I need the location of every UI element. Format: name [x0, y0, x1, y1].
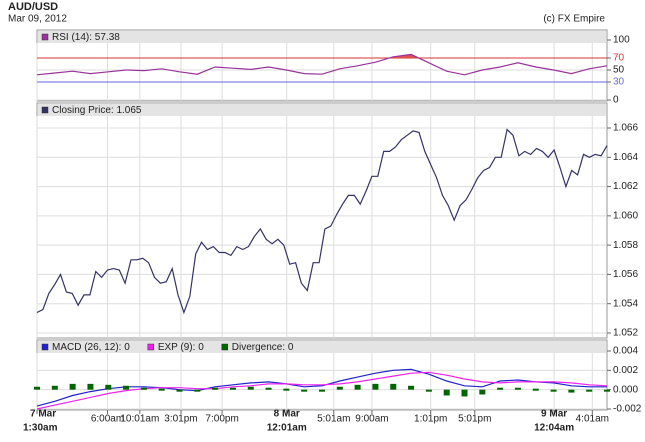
legend-label: RSI (14): 57.38 [52, 32, 120, 43]
divergence-bar [140, 387, 147, 390]
divergence-bar [443, 389, 450, 396]
y-tick-label: 1.060 [613, 210, 638, 221]
y-tick-label: 0 [613, 95, 619, 106]
divergence-bar [194, 389, 201, 392]
divergence-bar [105, 384, 112, 390]
x-tick-date: 9 Mar [541, 409, 567, 420]
legend-swatch [41, 343, 49, 351]
divergence-bar [604, 389, 610, 392]
divergence-bar [87, 383, 94, 390]
y-tick-label: 1.054 [613, 298, 638, 309]
divergence-bar [479, 389, 486, 395]
y-tick-label: 1.064 [613, 152, 638, 163]
y-tick-label: 30 [613, 77, 625, 88]
legend-label: MACD (26, 12): 0 [52, 342, 130, 353]
divergence-bar [408, 385, 415, 390]
y-tick-label: 0.002 [613, 365, 638, 376]
y-tick-label: 1.056 [613, 269, 638, 280]
x-tick-label: 6:00am [91, 414, 124, 425]
divergence-bar [390, 383, 397, 390]
divergence-bar [550, 389, 557, 392]
divergence-bar [34, 386, 40, 390]
y-tick-label: 1.052 [613, 328, 638, 339]
series-line [36, 371, 608, 410]
x-tick-label: 12:04am [534, 423, 574, 434]
x-tick-date: 8 Mar [274, 409, 300, 420]
legend-label: EXP (9): 0 [158, 342, 204, 353]
divergence-bar [568, 389, 575, 393]
divergence-bar [497, 387, 504, 390]
divergence-bar [532, 388, 539, 391]
x-tick-label: 5:01pm [458, 414, 491, 425]
y-tick-label: 1.062 [613, 181, 638, 192]
legend-label: Closing Price: 1.065 [52, 105, 142, 116]
x-tick-label: 7:00pm [205, 414, 238, 425]
legend-swatch [41, 106, 49, 114]
divergence-bar [247, 386, 254, 390]
y-tick-label: 1.066 [613, 123, 638, 134]
divergence-bar [301, 389, 308, 392]
legend-swatch [147, 343, 155, 351]
x-tick-label: 10:01am [120, 414, 159, 425]
divergence-bar [319, 389, 325, 392]
divergence-bar [283, 388, 290, 391]
divergence-bar [514, 387, 521, 390]
legend-label: Divergence: 0 [232, 342, 294, 353]
credit: (c) FX Empire [543, 14, 605, 25]
series-line [36, 128, 608, 315]
panel-header [38, 341, 606, 353]
divergence-bar [265, 387, 272, 390]
divergence-bar [354, 384, 361, 390]
divergence-bar [51, 385, 58, 390]
y-tick-label: 100 [613, 35, 630, 46]
panel-header [38, 31, 606, 43]
y-tick-label: 50 [613, 65, 625, 76]
chart-title: AUD/USD [8, 1, 58, 13]
x-tick-label: 12:01am [267, 423, 307, 434]
y-tick-label: 1.058 [613, 240, 638, 251]
divergence-bar [336, 386, 343, 390]
x-tick-label: 5:01am [317, 414, 350, 425]
legend-swatch [221, 343, 229, 351]
panel [36, 102, 608, 339]
panel-header [38, 104, 606, 116]
chart-date: Mar 09, 2012 [8, 14, 67, 25]
x-tick-label: 1:30am [23, 423, 58, 434]
divergence-bar [123, 385, 130, 390]
legend-swatch [41, 33, 49, 41]
divergence-bar [212, 387, 219, 390]
x-tick-label: 4:01am [576, 414, 609, 425]
divergence-bar [158, 388, 165, 391]
divergence-bar [586, 389, 593, 392]
divergence-bar [461, 389, 468, 397]
series-line [36, 368, 607, 407]
y-tick-label: 0.004 [613, 346, 638, 357]
divergence-bar [69, 383, 76, 390]
x-tick-label: 1:01pm [414, 414, 447, 425]
x-tick-label: 3:01pm [164, 414, 197, 425]
divergence-bar [176, 389, 183, 392]
divergence-bar [425, 389, 432, 392]
y-tick-label: 0.000 [613, 384, 638, 395]
series-line [36, 53, 608, 76]
divergence-bar [229, 387, 236, 390]
y-tick-label: 70 [613, 53, 625, 64]
x-tick-date: 7 Mar [30, 409, 56, 420]
x-tick-label: 9:00am [355, 414, 388, 425]
y-tick-label: -0.002 [613, 404, 642, 415]
divergence-bar [372, 383, 379, 390]
